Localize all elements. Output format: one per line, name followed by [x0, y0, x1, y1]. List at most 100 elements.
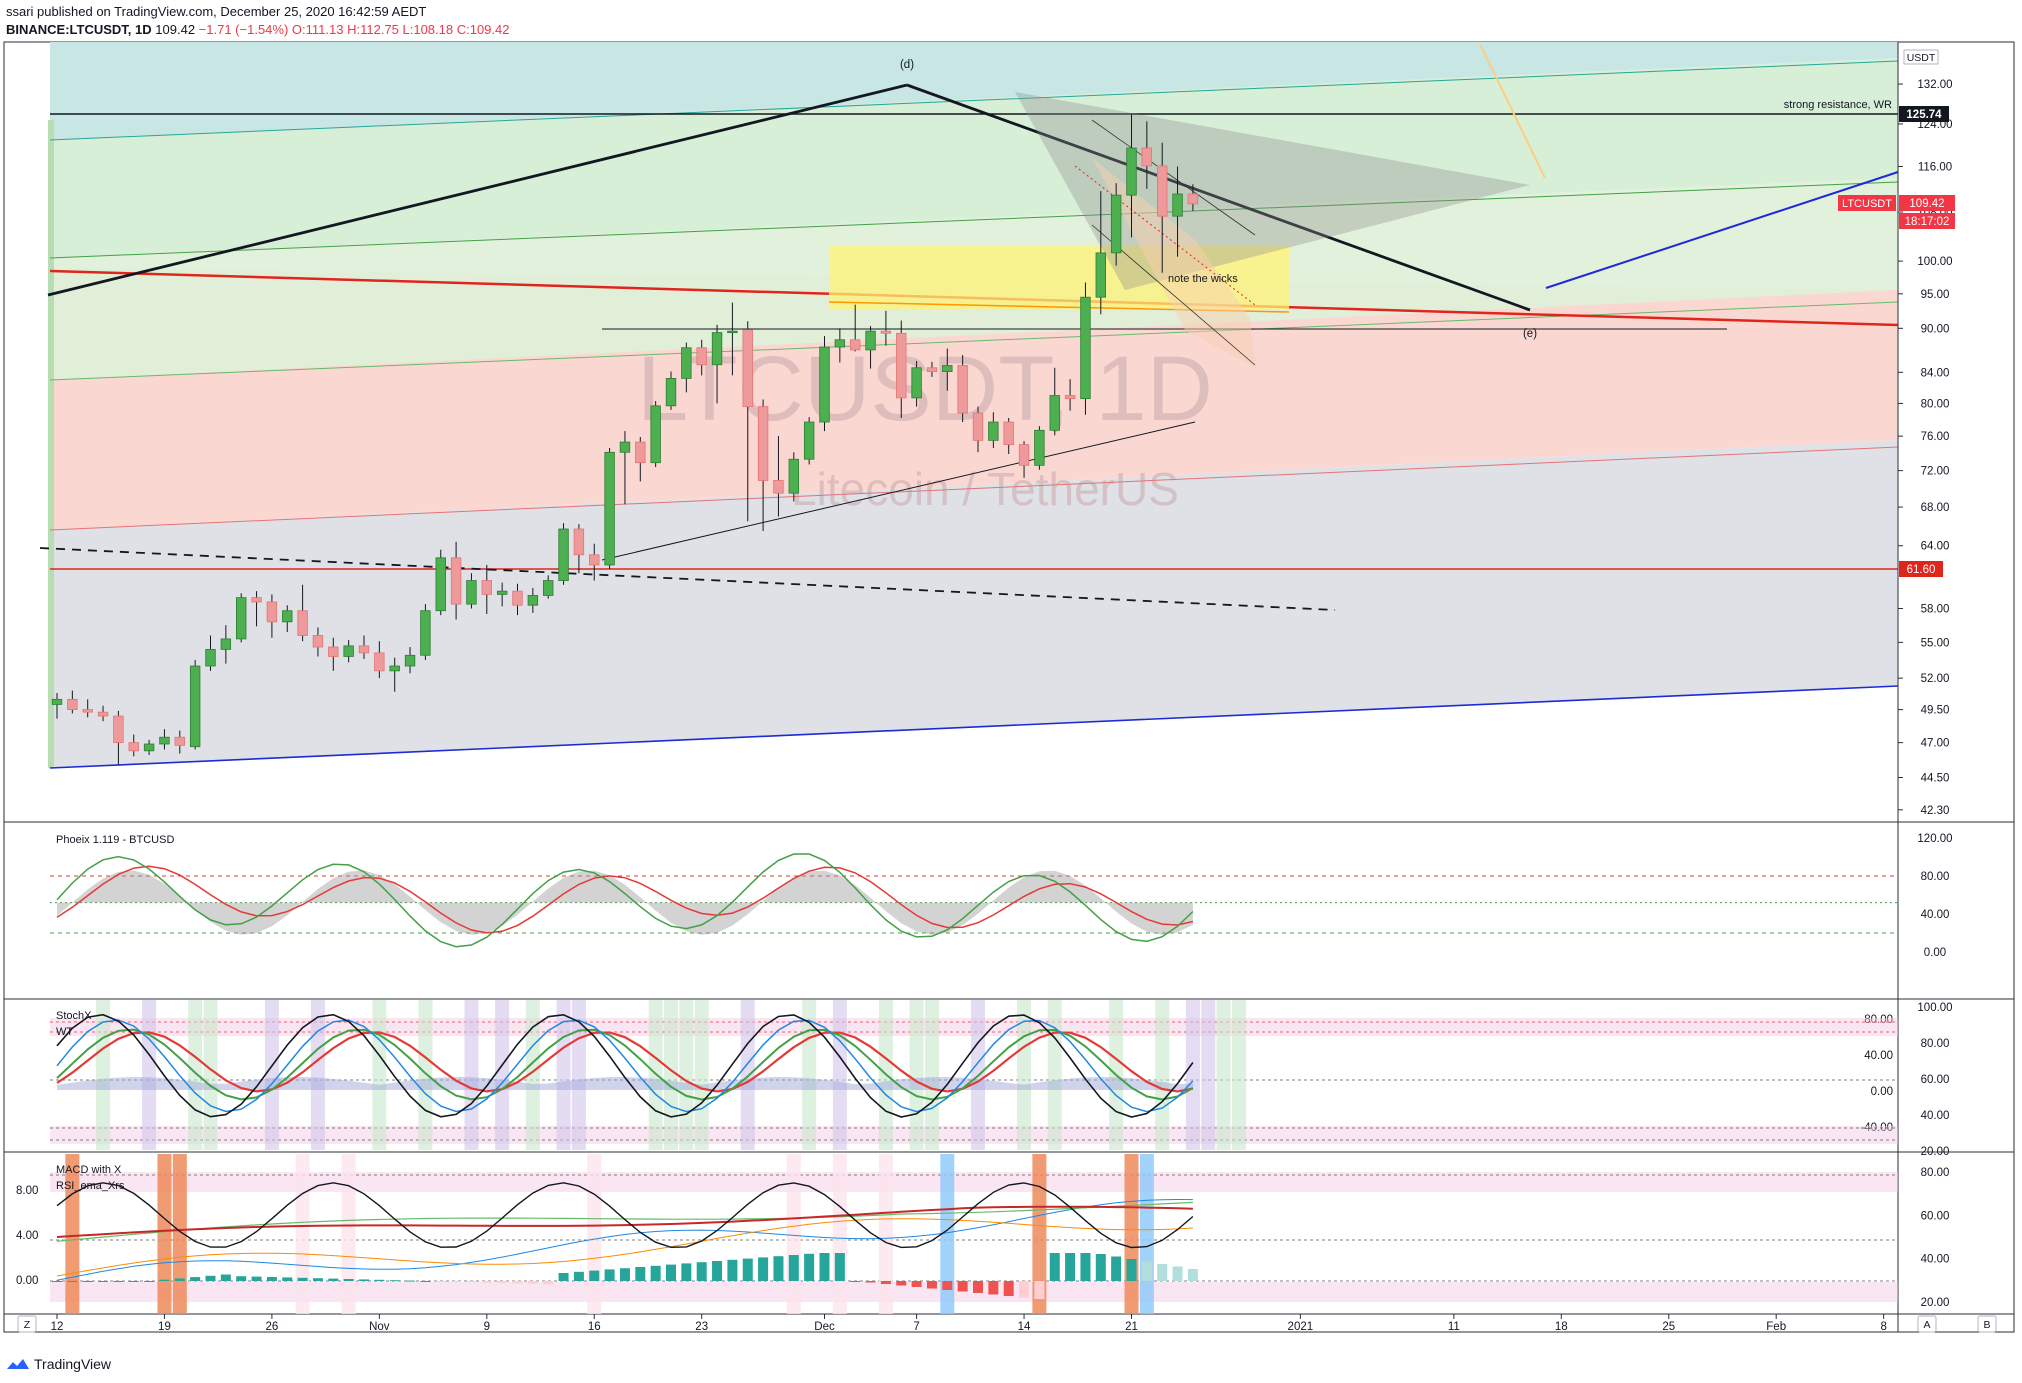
teal-line [49, 60, 1899, 141]
ind3-histogram-bar [788, 1255, 799, 1281]
candle [82, 699, 93, 718]
candle-body [358, 645, 370, 654]
ind3-histogram-bar [819, 1253, 830, 1281]
auto-scale-button[interactable]: A [1917, 1315, 1937, 1333]
candle [773, 436, 784, 517]
ind2-signal-bar [1155, 1000, 1170, 1150]
price-tick-label: 132.00 [1917, 79, 1952, 91]
candle-body [466, 580, 477, 605]
candle [619, 431, 631, 505]
log-scale-button[interactable]: B [1977, 1315, 1997, 1333]
candle [1003, 417, 1014, 455]
candle [466, 573, 477, 609]
ind3-signal-bar [940, 1154, 955, 1314]
ind3-signal-bar [587, 1154, 602, 1314]
teal-band [50, 42, 1898, 140]
ind2-signal-bar [909, 1000, 924, 1150]
candle [189, 660, 201, 750]
candle [604, 447, 615, 570]
candle-body [113, 715, 124, 744]
candlesticks [51, 114, 1199, 765]
ind2-signal-bar [556, 1000, 571, 1150]
candle [97, 705, 109, 722]
candle [1064, 379, 1076, 411]
zoom-reset-button[interactable]: Z [17, 1315, 37, 1333]
ind2-red-line [56, 1031, 1194, 1093]
ind2-tick: 60.00 [1921, 1074, 1950, 1086]
ind3-histogram-bar [328, 1278, 339, 1281]
ind3-orange-line [56, 1218, 1193, 1277]
ind3-histogram-bar [435, 1281, 446, 1282]
ind3-histogram-bar [850, 1281, 861, 1282]
ind2-signal-bar [188, 1000, 203, 1150]
candle-body [1187, 193, 1199, 205]
candle [665, 371, 677, 410]
candle [1034, 426, 1045, 470]
ind3-histogram-bar [758, 1257, 769, 1281]
ind2-signal-bar [464, 1000, 479, 1150]
candle-body [819, 346, 830, 423]
macd-indicator-pane[interactable]: 80.00 60.00 40.00 20.00 8.00 4.00 0.00 [16, 1154, 1949, 1314]
candle [926, 361, 938, 377]
green-line-b [49, 181, 1899, 259]
candle [742, 321, 753, 522]
candle [1172, 166, 1183, 257]
candle-body [1095, 252, 1107, 298]
candle [404, 647, 416, 674]
grey-channel [50, 440, 1898, 768]
ind2-signal-bar [142, 1000, 157, 1150]
candle [957, 355, 968, 423]
ind3-tick: 40.00 [1921, 1254, 1950, 1266]
stochx-indicator-pane[interactable]: 100.00 80.00 60.00 40.00 20.00 80.00 40.00 0.00… [50, 1000, 1953, 1158]
ind3-histogram-bar [973, 1281, 983, 1293]
ind3-signal-bar [1124, 1154, 1139, 1314]
candle [205, 635, 216, 671]
svg-text:LTCUSDT: LTCUSDT [1842, 198, 1892, 210]
candle [527, 587, 539, 613]
candle-body [1110, 194, 1122, 254]
ind3-histogram-bar [911, 1281, 922, 1287]
ind2-signal-bar [740, 1000, 755, 1150]
ind2-tick: 80.00 [1921, 1038, 1950, 1050]
phoeix-indicator-pane[interactable]: 120.00 80.00 40.00 0.00 [50, 833, 1953, 959]
ind2-signal-bar [679, 1000, 694, 1150]
ind2-left-tick: 40.00 [1864, 1050, 1893, 1062]
candle [589, 543, 600, 581]
candle-body [604, 451, 615, 566]
candle [1018, 441, 1030, 478]
ind3-histogram-bar [220, 1274, 231, 1281]
time-tick-label: 19 [158, 1321, 171, 1333]
candle-body [389, 665, 400, 672]
wave-line-c-d [47, 83, 908, 297]
ind3-signal-bar [1139, 1154, 1154, 1314]
ind3-histogram-bar [1049, 1253, 1060, 1281]
ind1-tick: 40.00 [1921, 909, 1950, 921]
candle-body [742, 329, 753, 408]
time-axis[interactable]: 12 19 26 Nov 9 16 23 Dec 7 14 21 2021 11 18 25 Feb 8 [51, 1314, 1887, 1333]
candle-body [496, 590, 508, 595]
candle-body [374, 652, 385, 672]
candle-body [972, 412, 984, 441]
ind3-left-tick: 0.00 [16, 1275, 38, 1287]
price-tick-label: 64.00 [1921, 541, 1950, 553]
ind3-left-tick: 8.00 [16, 1185, 38, 1197]
ind3-signal-bar [878, 1154, 893, 1314]
candle [803, 417, 815, 465]
ind3-histogram-bar [420, 1281, 431, 1282]
ind2-left-tick: 80.00 [1864, 1014, 1893, 1026]
price-chart[interactable]: LTCUSDT, 1D Litecoin / TetherUS 120.0080… [0, 40, 2022, 1340]
time-tick-label: 8 [1880, 1321, 1886, 1333]
candle [389, 657, 400, 692]
candle-body [757, 406, 769, 481]
orange-line [1479, 43, 1546, 179]
candle [51, 693, 63, 719]
ind3-black-line [56, 1182, 1194, 1249]
candle-body [957, 365, 968, 414]
candle-body [481, 580, 493, 595]
candle [1141, 121, 1153, 189]
candle-body [189, 665, 201, 748]
price-tick-label: 76.00 [1921, 431, 1950, 443]
ind2-signal-bar [664, 1000, 678, 1150]
candle-body [97, 711, 109, 717]
candle [159, 729, 170, 750]
